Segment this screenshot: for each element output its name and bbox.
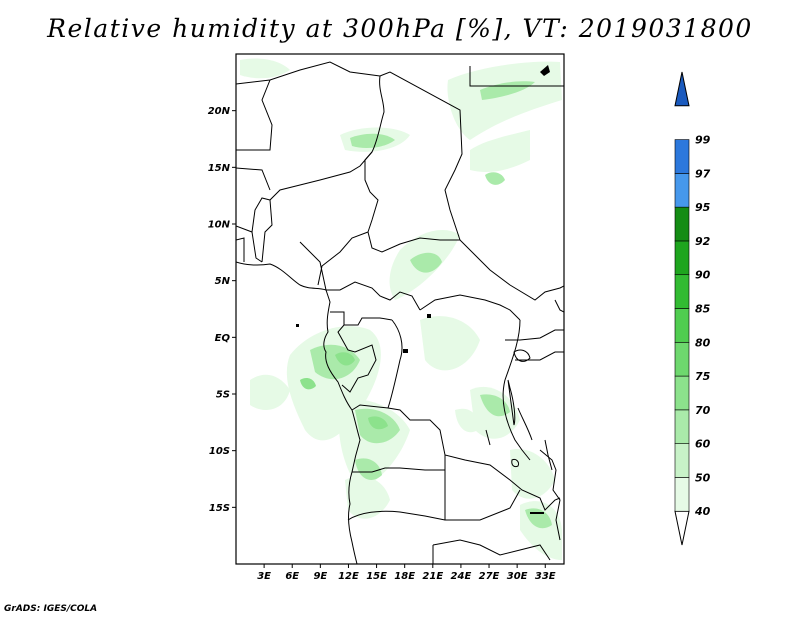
lon-tick-label: 30E	[507, 571, 528, 582]
colorbar-label: 70	[695, 404, 711, 417]
colorbar-label: 90	[695, 269, 711, 282]
colorbar-swatch	[674, 409, 690, 444]
colorbar-swatch	[674, 139, 690, 174]
colorbar-label: 85	[695, 303, 711, 316]
colorbar-label: 80	[695, 336, 711, 349]
colorbar-label: 40	[694, 505, 711, 518]
lon-tick-label: 6E	[285, 571, 299, 582]
grads-credit: GrADS: IGES/COLA	[4, 604, 98, 614]
lat-tick-label: 20N	[208, 106, 231, 117]
lat-tick-label: 5N	[215, 276, 231, 287]
lat-tick-label: 15S	[209, 503, 230, 514]
lon-tick-label: 18E	[394, 571, 415, 582]
lon-tick-label: 24E	[451, 571, 472, 582]
lon-tick-label: 27E	[479, 571, 500, 582]
map-title: Relative humidity at 300hPa [%], VT: 201…	[47, 14, 753, 43]
lat-tick-label: 5S	[216, 390, 230, 401]
colorbar-label: 75	[695, 370, 711, 383]
country-borders	[236, 61, 564, 564]
colorbar-label: 92	[695, 235, 711, 248]
plot-frame	[235, 53, 565, 565]
lat-tick-label: 10S	[209, 446, 230, 457]
lat-tick-label: 15N	[208, 163, 231, 174]
colorbar-swatch	[674, 308, 690, 343]
latitude-axis: 20N 15N 10N 5N EQ 5S 10S 15S	[208, 106, 236, 514]
lon-tick-label: 21E	[422, 571, 443, 582]
lon-tick-label: 9E	[313, 571, 327, 582]
colorbar-swatch	[674, 206, 690, 242]
coastal-islands	[296, 65, 550, 514]
colorbar-swatch	[674, 274, 690, 309]
lat-tick-label: EQ	[215, 333, 231, 344]
colorbar-swatch	[674, 375, 690, 411]
colorbar-label: 97	[695, 167, 711, 180]
colorbar-swatch	[674, 477, 690, 512]
longitude-axis: 3E 6E 9E 12E 15E 18E 21E 24E 27E 30E 33E	[257, 564, 556, 582]
colorbar-under-arrow	[674, 510, 690, 546]
colorbar-over-arrow	[674, 71, 690, 107]
colorbar-swatch	[674, 443, 690, 478]
colorbar-label: 95	[695, 201, 711, 214]
lat-tick-label: 10N	[208, 220, 231, 231]
colorbar-label: 60	[695, 438, 711, 451]
lon-tick-label: 12E	[338, 571, 359, 582]
humidity-shading	[240, 58, 562, 560]
colorbar-swatch	[674, 240, 690, 276]
lon-tick-label: 3E	[257, 571, 271, 582]
lon-tick-label: 33E	[535, 571, 556, 582]
colorbar-label: 50	[695, 471, 711, 484]
colorbar-label: 99	[695, 134, 711, 147]
colorbar-swatch	[674, 341, 690, 377]
colorbar-swatch	[674, 173, 690, 208]
lon-tick-label: 15E	[366, 571, 387, 582]
